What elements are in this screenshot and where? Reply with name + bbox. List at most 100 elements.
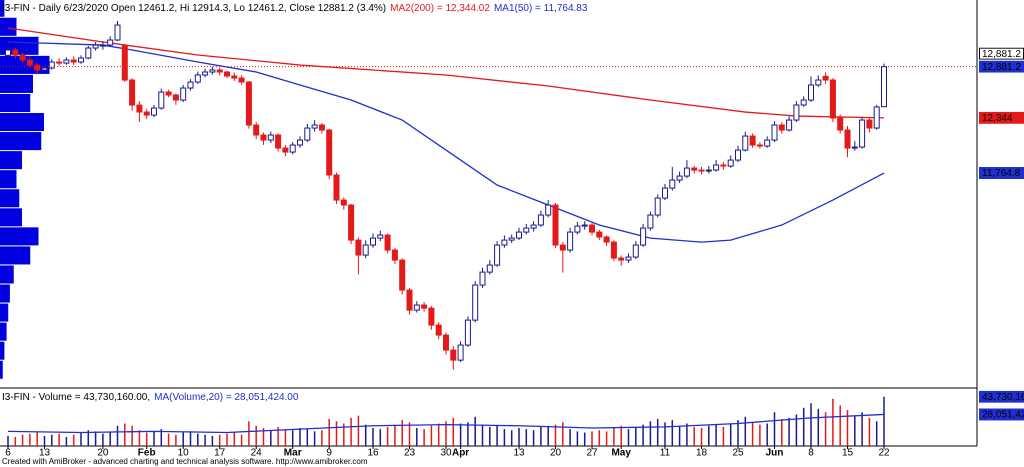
value-marker-label: 12,881.2 [982,62,1021,73]
candle-body [85,47,92,59]
volume-bar [452,417,455,446]
title-text: I3-FIN - Daily 6/23/2020 Open 12461.2, H… [2,3,386,14]
candle-body [165,91,172,96]
volume-bar [21,434,24,446]
volume-bar [153,431,155,446]
value-marker: 12,881.2 [979,47,1024,60]
volume-bar [671,420,674,446]
candle-body [545,204,552,216]
candle-body [428,307,435,326]
volume-profile-bar [0,93,31,113]
candle-body [370,237,376,246]
volume-bar [656,419,659,446]
volume-bar [700,428,703,446]
volume-bar [598,430,601,446]
candle-body [771,124,778,141]
x-tick-label: Feb [138,448,156,459]
volume-bar [795,414,798,446]
volume-profile-bar [0,303,9,322]
volume-bar [642,424,644,446]
candle-body [282,147,289,153]
volume-bar [474,416,476,446]
candle-body [808,84,814,101]
candle-body [92,44,99,49]
volume-bar [861,412,863,446]
candle-body [238,77,245,83]
x-tick-label: 25 [732,448,744,459]
candle-body [786,119,793,131]
candle-body [756,144,763,147]
candle-body [340,199,347,206]
volume-bar [481,424,484,446]
x-tick-label: May [611,448,631,459]
candle-body [844,129,851,149]
volume-bar [131,425,133,446]
ma-line [7,413,885,434]
candle-body [735,149,741,161]
candle-body [99,44,106,47]
candle-body [508,237,515,241]
candle-body [705,169,712,172]
volume-bar [788,417,790,446]
volume-bar [233,432,236,446]
candle-body [267,134,274,141]
candle-body [596,231,603,238]
candle-body [800,99,807,106]
volume-bar [562,422,564,446]
candle-body [289,144,296,153]
candle-body [537,214,544,226]
volume-bar [437,423,440,446]
x-tick-label: 20 [550,448,562,459]
volume-bar [401,420,403,446]
volume-bar [226,433,228,446]
volume-profile-bar [0,17,17,36]
footer: Created with AmiBroker - advanced charti… [2,457,368,466]
candle-body [143,111,150,116]
volume-bar [416,428,418,446]
candle-body [581,224,588,227]
x-tick-label: 9 [326,448,332,459]
ma-line [7,27,885,119]
x-tick-label: 11 [660,448,671,459]
volume-bar [306,429,309,446]
volume-bar [7,435,9,446]
volume-bar [722,426,725,446]
volume-bar [182,432,184,446]
x-tick-label: 23 [404,448,416,459]
candle-body [713,164,720,171]
candle-body [552,204,559,246]
volume-profile-bar [0,246,31,265]
volume-bar [810,403,812,446]
volume-bar [36,432,38,446]
volume-profile-bar [0,113,44,132]
candle-body [866,119,873,129]
volume-bar [284,429,287,446]
legend-entry: MA2(200) = 12,344.02 [390,3,490,14]
volume-bar [240,434,243,446]
candle-body [406,289,413,311]
candle-body [78,57,84,63]
volume-bar [372,428,374,446]
x-tick-label: 16 [367,448,379,459]
candle-body [391,249,398,261]
volume-bar [335,421,338,446]
x-tick-label: Jun [766,448,784,459]
volume-bar [430,425,433,446]
volume-bar [80,432,82,446]
value-marker-label: 12,881.2 [982,49,1021,60]
candle-body [647,214,654,229]
x-tick-label: 6 [5,448,11,459]
candle-body [640,227,647,246]
volume-bar [883,396,885,446]
volume-bar [189,431,192,446]
volume-bar [854,415,856,446]
volume-bar [817,408,820,446]
volume-bar [875,421,878,446]
volume-bar [14,437,17,446]
volume-bar [175,434,177,446]
volume-bar [664,422,666,446]
candle-body [654,197,661,216]
volume-profile-bar [0,151,22,170]
volume-bar [255,425,257,446]
